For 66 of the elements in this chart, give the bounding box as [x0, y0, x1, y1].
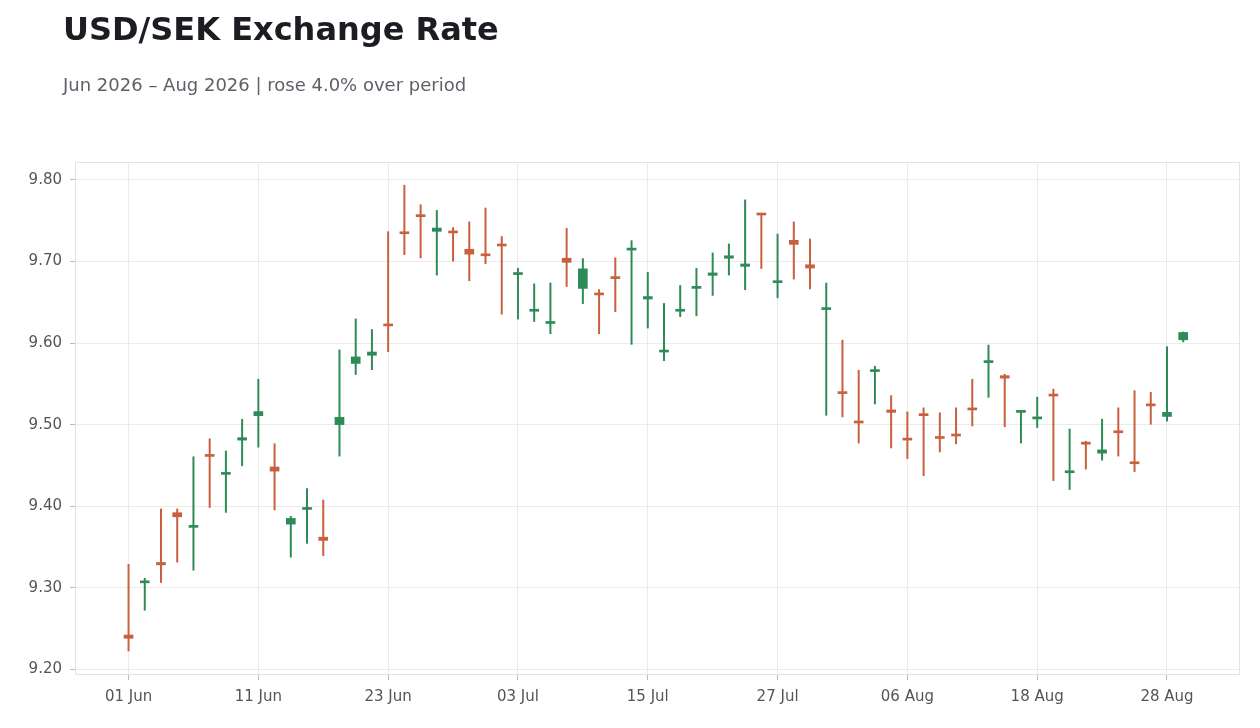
- candlestick: [529, 282, 540, 323]
- candlestick: [415, 203, 426, 260]
- y-tick-label: 9.20: [28, 659, 62, 678]
- candlestick: [204, 437, 215, 509]
- candlestick: [707, 251, 718, 297]
- chart-subtitle: Jun 2026 – Aug 2026 | rose 4.0% over period: [63, 74, 467, 95]
- candlestick: [724, 242, 734, 277]
- y-tick-label: 9.80: [28, 169, 62, 188]
- candlestick: [367, 328, 377, 371]
- y-tick-label: 9.50: [28, 414, 62, 433]
- candlestick: [610, 256, 621, 314]
- candlestick: [805, 237, 815, 291]
- candlestick: [870, 364, 880, 406]
- candlestick: [318, 498, 329, 557]
- candlestick: [772, 232, 783, 300]
- candlestick: [156, 507, 166, 584]
- candlestick: [237, 417, 247, 468]
- candlestick: [886, 394, 896, 450]
- candlestick: [691, 267, 702, 318]
- candlestick: [285, 514, 296, 559]
- x-tick-label: 18 Aug: [1010, 686, 1064, 705]
- candlestick: [464, 220, 475, 283]
- candlestick: [999, 373, 1010, 429]
- candlestick: [334, 348, 345, 458]
- candlestick: [935, 411, 945, 454]
- y-tick-label: 9.70: [28, 251, 62, 270]
- candlestick: [1081, 439, 1091, 471]
- candlestick: [821, 281, 832, 417]
- candlestick: [1016, 409, 1026, 445]
- y-tick-label: 9.40: [28, 496, 62, 515]
- candlestick: [675, 284, 686, 318]
- candlestick: [788, 220, 799, 281]
- candlestick: [642, 271, 653, 330]
- candlestick: [253, 377, 264, 449]
- candlestick: [561, 227, 572, 288]
- candlestick: [188, 455, 199, 572]
- candlestick: [1064, 427, 1075, 491]
- y-tick-label: 9.60: [28, 332, 62, 351]
- chart-title: USD/SEK Exchange Rate: [63, 10, 499, 48]
- candlestick: [578, 257, 588, 305]
- candlestick: [837, 338, 848, 419]
- candlestick: [918, 406, 929, 477]
- x-tick-label: 11 Jun: [234, 686, 282, 705]
- candlestick: [350, 317, 361, 376]
- x-tick-label: 23 Jun: [364, 686, 412, 705]
- candlestick: [480, 206, 491, 265]
- candlestick: [123, 563, 134, 653]
- candlestick: [513, 267, 523, 321]
- candlestick: [1162, 345, 1172, 423]
- candlestick: [399, 183, 410, 256]
- x-tick-label: 01 Jun: [104, 686, 153, 705]
- candlestick: [302, 487, 312, 545]
- candlestick: [983, 343, 994, 399]
- x-tick-label: 28 Aug: [1140, 686, 1194, 705]
- x-tick-label: 27 Jul: [756, 686, 799, 705]
- candlestick: [1113, 406, 1124, 458]
- y-tick-label: 9.30: [28, 577, 62, 596]
- candlestick: [432, 209, 442, 277]
- x-tick-label: 03 Jul: [496, 686, 539, 705]
- x-tick-label: 06 Aug: [880, 686, 934, 705]
- candlestick: [740, 198, 750, 292]
- candlestick: [545, 281, 556, 336]
- candlestick: [172, 507, 183, 564]
- x-tick-label: 15 Jul: [626, 686, 669, 705]
- candlestick: [221, 449, 231, 514]
- candlestick: [1129, 389, 1140, 473]
